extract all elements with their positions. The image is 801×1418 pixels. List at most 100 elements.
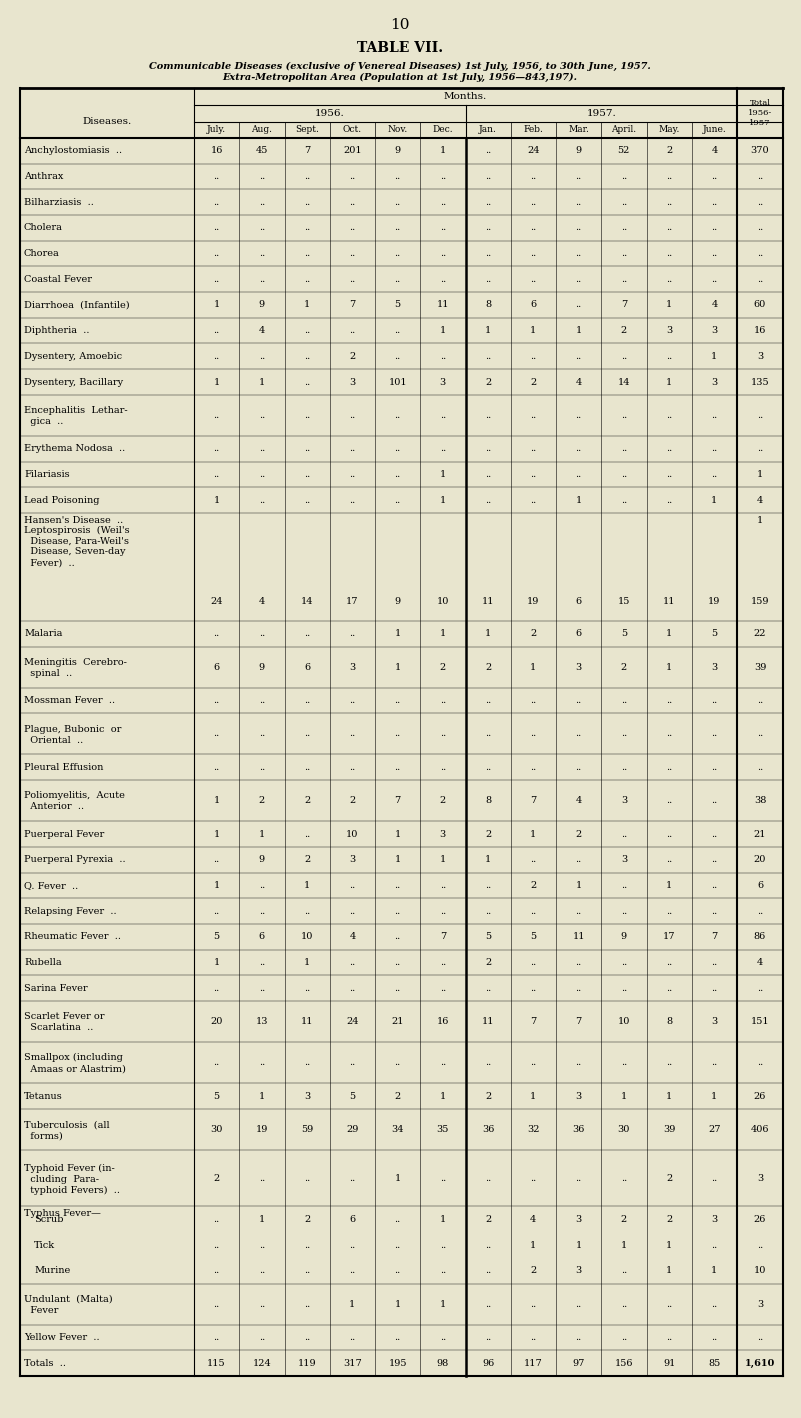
Text: ..: .. bbox=[214, 729, 219, 739]
Text: Sept.: Sept. bbox=[296, 126, 319, 135]
Text: 1: 1 bbox=[440, 146, 446, 156]
Text: Communicable Diseases (exclusive of Venereal Diseases) 1st July, 1956, to 30th J: Communicable Diseases (exclusive of Vene… bbox=[149, 61, 651, 71]
Text: ..: .. bbox=[440, 224, 446, 233]
Text: 1: 1 bbox=[395, 855, 400, 864]
Text: ..: .. bbox=[214, 696, 219, 705]
Text: ..: .. bbox=[395, 696, 400, 705]
Text: 1: 1 bbox=[259, 1215, 265, 1224]
Text: ..: .. bbox=[621, 984, 627, 993]
Text: ..: .. bbox=[349, 696, 356, 705]
Text: Malaria: Malaria bbox=[24, 630, 62, 638]
Text: 8: 8 bbox=[666, 1017, 672, 1027]
Text: Typhus Fever—: Typhus Fever— bbox=[24, 1210, 101, 1218]
Text: ..: .. bbox=[666, 855, 672, 864]
Text: Rheumatic Fever  ..: Rheumatic Fever .. bbox=[24, 932, 121, 942]
Text: ..: .. bbox=[214, 1299, 219, 1309]
Text: ..: .. bbox=[349, 411, 356, 420]
Text: ..: .. bbox=[395, 906, 400, 916]
Text: 10: 10 bbox=[346, 830, 359, 838]
Text: ..: .. bbox=[621, 1333, 627, 1341]
Text: ..: .. bbox=[621, 224, 627, 233]
Text: ..: .. bbox=[304, 469, 310, 479]
Text: 1: 1 bbox=[440, 1092, 446, 1100]
Text: ..: .. bbox=[621, 1266, 627, 1275]
Text: ..: .. bbox=[666, 984, 672, 993]
Text: Scarlatina  ..: Scarlatina .. bbox=[24, 1024, 94, 1032]
Text: 6: 6 bbox=[304, 662, 310, 672]
Text: 3: 3 bbox=[575, 662, 582, 672]
Text: 1,610: 1,610 bbox=[745, 1358, 775, 1368]
Text: ..: .. bbox=[304, 1174, 310, 1183]
Text: 14: 14 bbox=[618, 377, 630, 387]
Text: 4: 4 bbox=[711, 301, 718, 309]
Text: 1: 1 bbox=[666, 1241, 672, 1249]
Text: 1: 1 bbox=[711, 1266, 718, 1275]
Text: 1: 1 bbox=[259, 1092, 265, 1100]
Text: ..: .. bbox=[485, 496, 491, 505]
Text: 60: 60 bbox=[754, 301, 766, 309]
Text: ..: .. bbox=[621, 444, 627, 454]
Text: 4: 4 bbox=[757, 496, 763, 505]
Text: ..: .. bbox=[530, 763, 537, 771]
Text: 85: 85 bbox=[708, 1358, 721, 1367]
Text: 9: 9 bbox=[621, 932, 627, 942]
Text: 1: 1 bbox=[621, 1241, 627, 1249]
Text: 24: 24 bbox=[211, 597, 223, 605]
Text: ..: .. bbox=[485, 469, 491, 479]
Text: Lead Poisoning: Lead Poisoning bbox=[24, 496, 99, 505]
Text: Months.: Months. bbox=[444, 92, 487, 101]
Text: ..: .. bbox=[621, 696, 627, 705]
Text: ..: .. bbox=[485, 411, 491, 420]
Text: ..: .. bbox=[621, 1174, 627, 1183]
Text: ..: .. bbox=[304, 1299, 310, 1309]
Text: ..: .. bbox=[575, 469, 582, 479]
Text: ..: .. bbox=[395, 1333, 400, 1341]
Text: 1: 1 bbox=[485, 630, 491, 638]
Text: ..: .. bbox=[214, 984, 219, 993]
Text: Murine: Murine bbox=[34, 1266, 70, 1275]
Text: ..: .. bbox=[440, 984, 446, 993]
Text: ..: .. bbox=[530, 444, 537, 454]
Text: ..: .. bbox=[575, 906, 582, 916]
Text: ..: .. bbox=[214, 763, 219, 771]
Text: 30: 30 bbox=[211, 1124, 223, 1134]
Text: ..: .. bbox=[666, 250, 672, 258]
Text: ..: .. bbox=[349, 275, 356, 284]
Text: 11: 11 bbox=[663, 597, 675, 605]
Text: ..: .. bbox=[214, 630, 219, 638]
Text: 8: 8 bbox=[485, 301, 491, 309]
Text: ..: .. bbox=[395, 326, 400, 335]
Text: ..: .. bbox=[440, 729, 446, 739]
Text: 1: 1 bbox=[395, 630, 400, 638]
Text: ..: .. bbox=[485, 146, 491, 156]
Text: ..: .. bbox=[666, 1299, 672, 1309]
Text: ..: .. bbox=[711, 224, 718, 233]
Text: 5: 5 bbox=[530, 932, 537, 942]
Text: Tick: Tick bbox=[34, 1241, 55, 1249]
Text: ..: .. bbox=[621, 496, 627, 505]
Text: Tetanus: Tetanus bbox=[24, 1092, 62, 1100]
Text: ..: .. bbox=[259, 696, 265, 705]
Text: ..: .. bbox=[349, 250, 356, 258]
Text: 6: 6 bbox=[576, 597, 582, 605]
Text: ..: .. bbox=[757, 1058, 763, 1068]
Text: ..: .. bbox=[575, 224, 582, 233]
Text: Anterior  ..: Anterior .. bbox=[24, 803, 84, 811]
Text: ..: .. bbox=[349, 197, 356, 207]
Text: ..: .. bbox=[575, 250, 582, 258]
Text: 4: 4 bbox=[349, 932, 356, 942]
Text: ..: .. bbox=[757, 729, 763, 739]
Text: ..: .. bbox=[711, 197, 718, 207]
Text: 9: 9 bbox=[576, 146, 582, 156]
Text: 1: 1 bbox=[304, 881, 310, 891]
Text: ..: .. bbox=[440, 1333, 446, 1341]
Text: ..: .. bbox=[711, 444, 718, 454]
Text: 1: 1 bbox=[304, 959, 310, 967]
Text: 21: 21 bbox=[754, 830, 767, 838]
Text: ..: .. bbox=[530, 469, 537, 479]
Text: ..: .. bbox=[214, 224, 219, 233]
Text: ..: .. bbox=[259, 1174, 265, 1183]
Text: ..: .. bbox=[349, 444, 356, 454]
Text: ..: .. bbox=[259, 352, 265, 360]
Text: 115: 115 bbox=[207, 1358, 226, 1367]
